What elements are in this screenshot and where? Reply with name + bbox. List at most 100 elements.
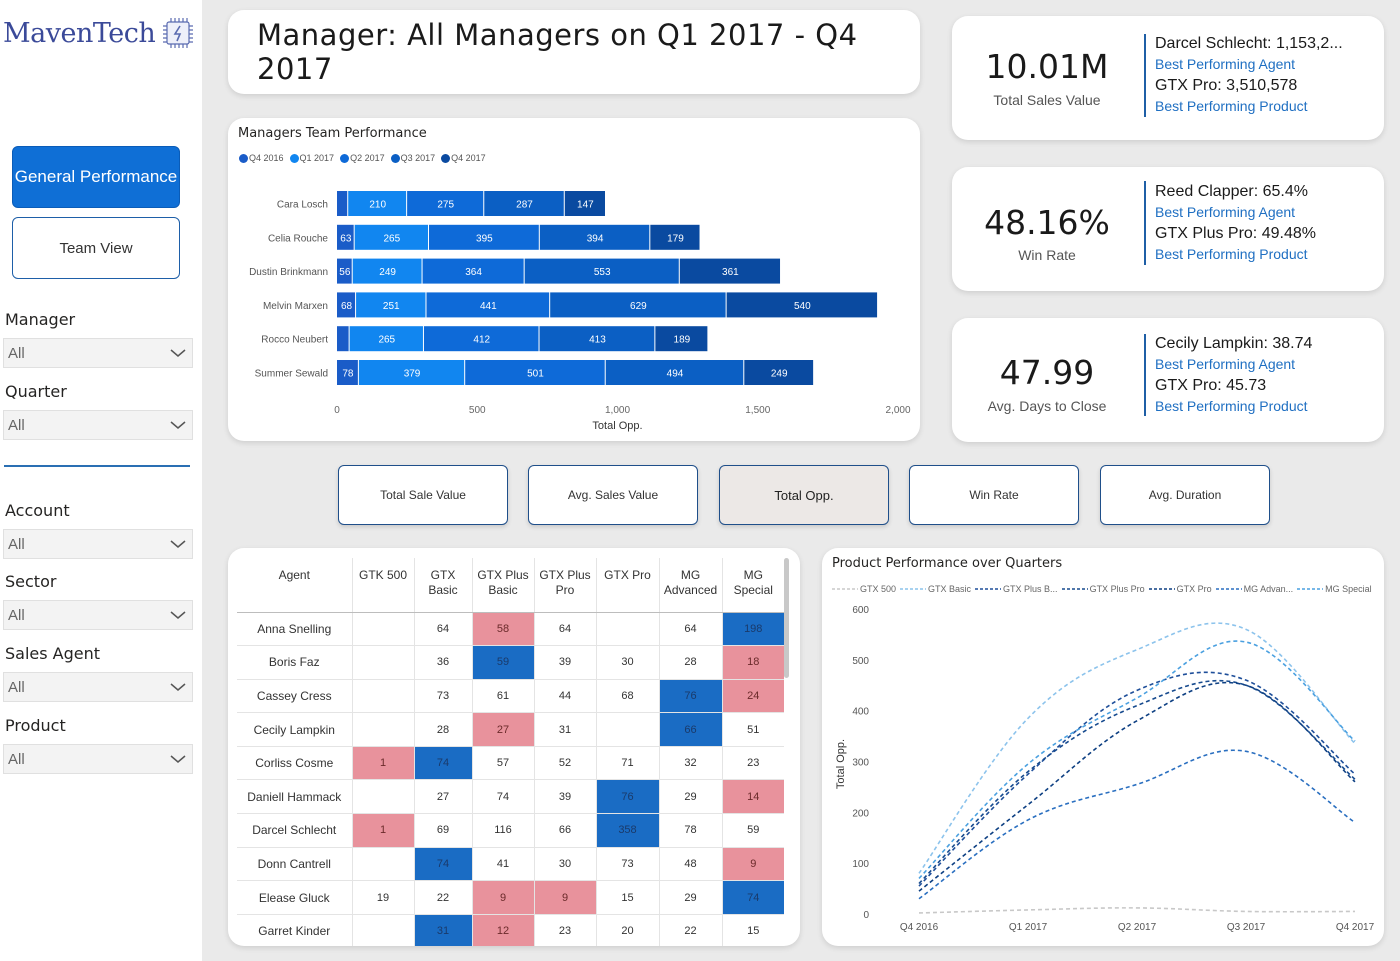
bar-segment[interactable]	[356, 292, 426, 318]
y-axis-label: Total Opp.	[835, 739, 847, 789]
value-cell: 22	[413, 880, 472, 915]
column-header[interactable]: GTK 500	[351, 558, 414, 613]
column-header[interactable]: MG Special	[721, 558, 784, 613]
bar-segment[interactable]	[337, 326, 349, 352]
bar-segment[interactable]	[407, 191, 484, 216]
table-row[interactable]: Elease Gluck 19 22 9 9 15 29 74	[237, 880, 784, 915]
bar-segment[interactable]	[726, 292, 878, 318]
kpi-value: 47.99	[999, 353, 1095, 392]
x-tick-label: 1,000	[605, 405, 630, 416]
bar-segment[interactable]	[465, 360, 605, 385]
avg-sales-value-button[interactable]: Avg. Sales Value	[528, 465, 698, 525]
bar-segment[interactable]	[349, 326, 423, 352]
bar-segment[interactable]	[744, 360, 814, 385]
bar-segment[interactable]	[358, 360, 465, 385]
total-opp-button[interactable]: Total Opp.	[719, 465, 889, 525]
legend-item[interactable]: MG Special	[1297, 584, 1372, 594]
bar-segment[interactable]	[337, 292, 356, 318]
series-line[interactable]	[918, 749, 1356, 900]
bar-segment[interactable]	[429, 224, 539, 250]
table-row[interactable]: Darcel Schlecht 1 69 116 66 358 78 59	[237, 813, 784, 848]
value-cell: 31	[413, 914, 472, 946]
x-tick-label: 1,500	[745, 405, 770, 416]
bar-segment[interactable]	[524, 258, 679, 284]
account-filter-dropdown[interactable]: All	[3, 529, 193, 559]
table-row[interactable]: Cassey Cress 73 61 44 68 76 24	[237, 679, 784, 714]
series-line[interactable]	[918, 681, 1356, 892]
bar-segment[interactable]	[423, 326, 539, 352]
series-line[interactable]	[918, 907, 1356, 914]
bar-segment[interactable]	[337, 360, 358, 385]
table-row[interactable]: Boris Faz 36 59 39 30 28 18	[237, 645, 784, 680]
legend-item[interactable]: Q4 2016	[239, 153, 284, 163]
y-tick-label: 400	[852, 707, 869, 718]
bar-segment[interactable]	[650, 224, 700, 250]
table-row[interactable]: Garret Kinder 31 12 23 20 22 15	[237, 914, 784, 946]
bar-segment[interactable]	[337, 191, 348, 216]
agent-product-matrix: Agent GTK 500 GTX Basic GTX Plus Basic G…	[228, 548, 800, 946]
win-rate-button[interactable]: Win Rate	[909, 465, 1079, 525]
bar-segment[interactable]	[354, 224, 429, 250]
total-sale-value-button[interactable]: Total Sale Value	[338, 465, 508, 525]
kpi-card-days-to-close: 47.99 Avg. Days to Close Cecily Lampkin:…	[952, 318, 1384, 442]
table-row[interactable]: Donn Cantrell 74 41 30 73 48 9	[237, 847, 784, 882]
sector-filter-dropdown[interactable]: All	[3, 600, 193, 630]
team-view-button[interactable]: Team View	[12, 217, 180, 279]
value-cell: 358	[595, 813, 659, 848]
column-header[interactable]: MG Advanced	[658, 558, 722, 613]
legend-item[interactable]: GTX Plus B...	[975, 584, 1058, 594]
bar-segment[interactable]	[605, 360, 744, 385]
sector-filter-value: All	[8, 606, 25, 624]
bar-segment[interactable]	[348, 191, 407, 216]
quarter-filter-dropdown[interactable]: All	[3, 410, 193, 440]
bar-segment[interactable]	[337, 224, 354, 250]
bar-segment[interactable]	[337, 258, 352, 284]
legend-item[interactable]: Q3 2017	[390, 153, 435, 163]
series-line[interactable]	[918, 679, 1356, 885]
general-performance-button[interactable]: General Performance	[12, 146, 180, 208]
bar-segment[interactable]	[484, 191, 564, 216]
legend-item[interactable]: Q4 2017	[441, 153, 486, 163]
table-row[interactable]: Cecily Lampkin 28 27 31 66 51	[237, 712, 784, 747]
series-line[interactable]	[918, 640, 1356, 879]
bar-data-label: 441	[480, 301, 497, 312]
column-header[interactable]: GTX Pro	[595, 558, 659, 613]
table-row[interactable]: Corliss Cosme 1 74 57 52 71 32 23	[237, 746, 784, 781]
legend-item[interactable]: GTX Basic	[900, 584, 971, 594]
table-scrollbar[interactable]	[784, 558, 789, 678]
legend-dot-icon	[289, 153, 299, 163]
bar-segment[interactable]	[564, 191, 605, 216]
column-header[interactable]: GTX Basic	[413, 558, 472, 613]
bar-segment[interactable]	[679, 258, 781, 284]
sales-agent-filter-dropdown[interactable]: All	[3, 672, 193, 702]
legend-item[interactable]: GTX Pro	[1148, 584, 1212, 594]
value-cell: 116	[471, 813, 534, 848]
column-header[interactable]: Agent	[237, 558, 352, 613]
value-cell: 198	[721, 612, 784, 647]
value-cell: 28	[413, 712, 472, 747]
legend-item[interactable]: GTX Plus Pro	[1061, 584, 1145, 594]
legend-item[interactable]: MG Advan...	[1215, 584, 1293, 594]
legend-item[interactable]: GTX 500	[832, 584, 896, 594]
product-filter-dropdown[interactable]: All	[3, 744, 193, 774]
legend-item[interactable]: Q1 2017	[289, 153, 334, 163]
bar-segment[interactable]	[655, 326, 708, 352]
column-header[interactable]: GTX Plus Pro	[533, 558, 596, 613]
bar-data-label: 249	[771, 369, 788, 380]
bar-segment[interactable]	[539, 224, 650, 250]
bar-segment[interactable]	[539, 326, 655, 352]
series-line[interactable]	[918, 622, 1356, 874]
value-cell: 71	[595, 746, 659, 781]
bar-segment[interactable]	[422, 258, 524, 284]
legend-label: GTX Pro	[1176, 584, 1212, 594]
legend-item[interactable]: Q2 2017	[340, 153, 385, 163]
bar-segment[interactable]	[550, 292, 726, 318]
avg-duration-button[interactable]: Avg. Duration	[1100, 465, 1270, 525]
manager-filter-dropdown[interactable]: All	[3, 338, 193, 368]
bar-segment[interactable]	[426, 292, 550, 318]
table-row[interactable]: Anna Snelling 64 58 64 64 198	[237, 612, 784, 647]
column-header[interactable]: GTX Plus Basic	[471, 558, 534, 613]
series-line[interactable]	[918, 671, 1356, 887]
bar-segment[interactable]	[352, 258, 422, 284]
table-row[interactable]: Daniell Hammack 27 74 39 76 29 14	[237, 779, 784, 815]
